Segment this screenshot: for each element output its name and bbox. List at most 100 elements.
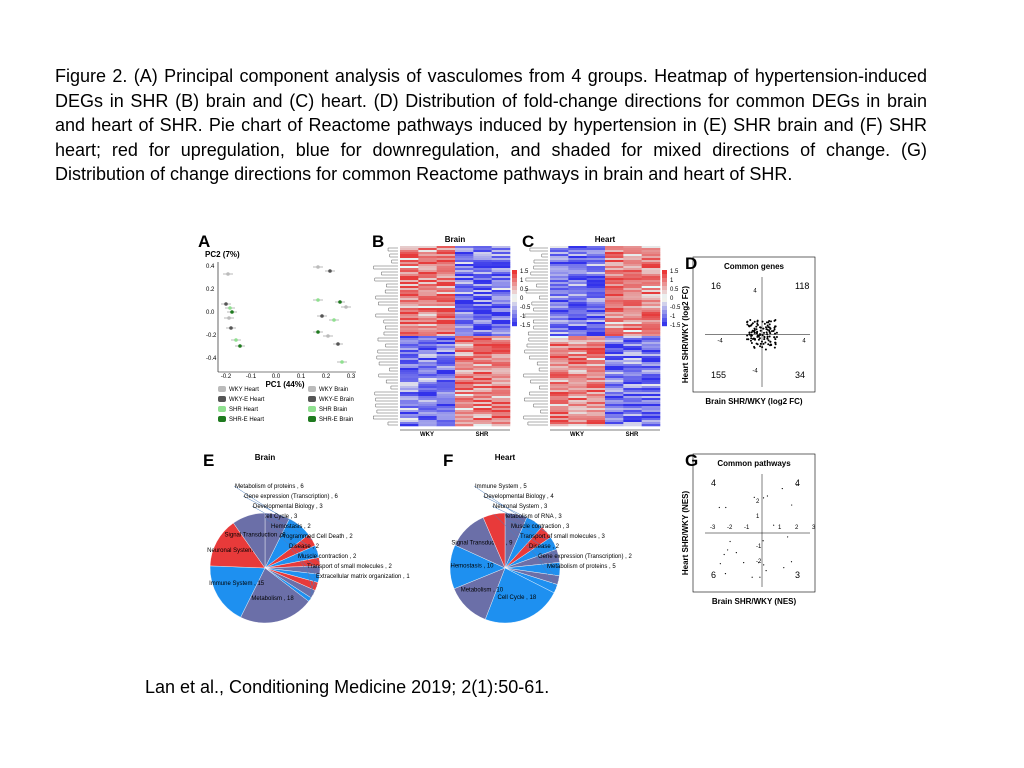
heatmap-cell (605, 316, 624, 319)
heatmap-cell (550, 248, 569, 251)
heatmap-cell (550, 322, 569, 325)
heatmap-cell (586, 292, 606, 295)
heatmap-cell (605, 338, 624, 341)
heatmap-cell (400, 332, 419, 335)
tick-label: -4 (752, 369, 758, 375)
heatmap-cell (400, 424, 419, 427)
dendrogram (383, 331, 398, 336)
heatmap-cell (605, 398, 624, 401)
heatmap-cell (491, 376, 511, 379)
slice-label: Developmental Biology , 3 (253, 504, 323, 510)
heatmap-cell (550, 274, 569, 277)
heatmap-cell (623, 344, 642, 347)
heatmap-cell (568, 318, 587, 321)
heatmap-cell (436, 350, 456, 353)
color-scale (662, 290, 667, 295)
heatmap-cell (473, 404, 492, 407)
heatmap-cell (623, 400, 642, 403)
slice-label: Metabolism of proteins , 5 (547, 564, 616, 570)
heatmap-cell (623, 390, 642, 393)
heatmap-cell (550, 276, 569, 279)
heatmap-cell (641, 332, 661, 335)
heatmap-cell (455, 404, 474, 407)
heatmap-cell (550, 260, 569, 263)
heatmap-cell (568, 392, 587, 395)
heatmap-cell (491, 378, 511, 381)
scale-label: 0 (670, 296, 674, 302)
heatmap-cell (550, 416, 569, 419)
heatmap-cell (400, 420, 419, 423)
heatmap-cell (491, 270, 511, 273)
leader-line (491, 505, 547, 533)
heatmap-cell (400, 368, 419, 371)
heatmap-cell (586, 410, 606, 413)
heatmap-cell (473, 302, 492, 305)
heatmap-cell (550, 414, 569, 417)
heatmap-cell (491, 332, 511, 335)
heatmap-cell (473, 336, 492, 339)
heatmap-cell (491, 286, 511, 289)
heatmap-cell (491, 314, 511, 317)
scatter-point (766, 328, 769, 331)
heatmap-cell (491, 246, 511, 249)
scatter-point (760, 340, 763, 343)
heatmap-cell (550, 378, 569, 381)
tick-label: 2 (795, 525, 799, 531)
color-scale (662, 306, 667, 311)
heatmap-cell (568, 252, 587, 255)
heatmap-cell (455, 316, 474, 319)
scatter-point (764, 348, 767, 351)
heatmap-cell (641, 306, 661, 309)
heatmap-cell (491, 412, 511, 415)
heatmap-cell (568, 358, 587, 361)
heatmap-cell (550, 366, 569, 369)
heatmap-cell (550, 346, 569, 349)
heatmap-cell (455, 350, 474, 353)
heatmap-cell (623, 300, 642, 303)
heatmap-cell (455, 370, 474, 373)
heatmap-cell (641, 406, 661, 409)
heatmap-cell (473, 408, 492, 411)
heatmap-cell (400, 258, 419, 261)
heatmap-cell (418, 356, 437, 359)
heatmap-cell (400, 380, 419, 383)
heatmap-cell (568, 246, 587, 249)
heatmap-cell (550, 272, 569, 275)
heatmap-cell (586, 404, 606, 407)
heatmap-cell (605, 284, 624, 287)
heatmap-cell (641, 418, 661, 421)
heatmap-cell (568, 268, 587, 271)
heatmap-cell (491, 316, 511, 319)
heatmap-cell (623, 408, 642, 411)
heatmap-cell (568, 332, 587, 335)
heatmap-cell (418, 348, 437, 351)
heatmap-cell (436, 416, 456, 419)
heatmap-cell (568, 274, 587, 277)
scale-label: 1.5 (520, 269, 529, 275)
dendrogram (527, 421, 548, 426)
heatmap-cell (455, 382, 474, 385)
heatmap-cell (473, 398, 492, 401)
heatmap-cell (550, 290, 569, 293)
heatmap-cell (436, 410, 456, 413)
heatmap-cell (623, 354, 642, 357)
heatmap-cell (568, 248, 587, 251)
heatmap-cell (473, 334, 492, 337)
heatmap-cell (586, 424, 606, 427)
heatmap-cell (473, 364, 492, 367)
heatmap-cell (641, 364, 661, 367)
scatter-point (755, 325, 758, 328)
heatmap-cell (491, 328, 511, 331)
heatmap-cell (641, 392, 661, 395)
heatmap-cell (473, 316, 492, 319)
tick-label: -2 (756, 559, 762, 565)
x-tick-label: 0.3 (347, 374, 356, 380)
scatter-point (753, 496, 755, 498)
heatmap-cell (436, 284, 456, 287)
heatmap-cell (436, 394, 456, 397)
heatmap-cell (455, 290, 474, 293)
slice-label: Neuronal System , 12 (207, 548, 265, 554)
slice-label: Metabolism of RNA , 3 (502, 514, 562, 520)
leader-line (500, 515, 555, 544)
y-tick-label: -0.4 (206, 356, 217, 362)
